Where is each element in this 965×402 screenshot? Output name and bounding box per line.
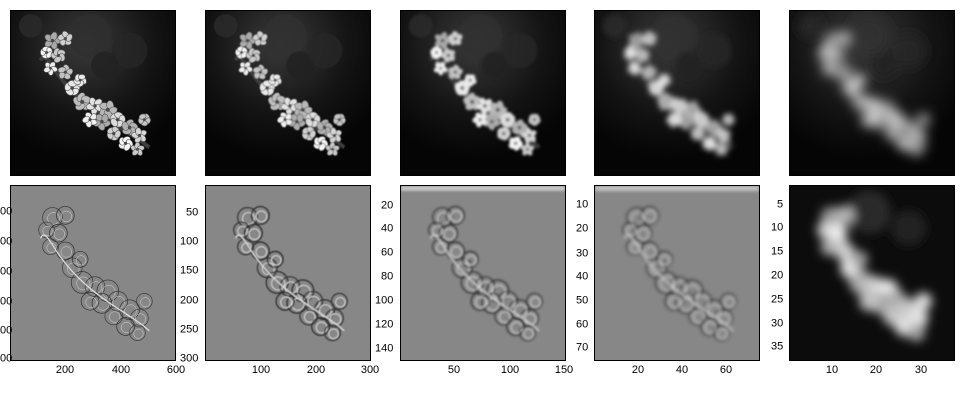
- x-tick-label: 60: [719, 364, 733, 376]
- y-tick-label: 00: [0, 265, 13, 278]
- x-tick-label: 10: [825, 364, 839, 376]
- x-tick-label: 40: [675, 364, 689, 376]
- y-tick-label: 50: [576, 294, 589, 307]
- flower-branch: [233, 30, 346, 156]
- y-tick-label: 300: [180, 352, 199, 365]
- flower-image: [790, 11, 954, 175]
- x-tick-label: 30: [914, 364, 928, 376]
- flower-image: [595, 11, 759, 175]
- y-tick-label: 80: [381, 270, 394, 283]
- image-background: [401, 186, 565, 360]
- detail-image: [790, 186, 954, 360]
- detail-image: [401, 186, 565, 360]
- y-tick-label: 50: [186, 206, 199, 219]
- flower-image: [401, 11, 565, 175]
- y-tick-label: 00: [0, 205, 13, 218]
- y-tick-label: 00: [0, 235, 13, 248]
- x-tick-label: 50: [447, 364, 461, 376]
- x-tick-label: 300: [360, 364, 380, 376]
- y-tick-label: 25: [771, 293, 784, 306]
- y-tick-label: 15: [771, 245, 784, 258]
- image-panel-bottom-5: [789, 185, 955, 361]
- y-tick-label: 30: [771, 317, 784, 330]
- detail-image: [595, 186, 759, 360]
- y-tick-label: 5: [777, 198, 784, 211]
- y-tick-label: 20: [576, 222, 589, 235]
- image-panel-bottom-2: [205, 185, 371, 361]
- image-panel-top-5: [789, 10, 955, 176]
- x-tick-label: 200: [55, 364, 75, 376]
- y-tick-label: 60: [576, 318, 589, 331]
- detail-image: [206, 186, 370, 360]
- flower-branch: [817, 31, 930, 156]
- image-panel-bottom-1: [10, 185, 176, 361]
- flower-branch: [428, 31, 541, 156]
- y-tick-label: 70: [576, 341, 589, 354]
- x-tick-label: 400: [111, 364, 131, 376]
- y-tick-label: 00: [0, 324, 13, 337]
- x-tick-label: 100: [251, 364, 271, 376]
- y-tick-label: 00: [0, 295, 13, 308]
- x-tick-label: 150: [554, 364, 574, 376]
- flower-image: [206, 11, 370, 175]
- x-tick-label: 200: [306, 364, 326, 376]
- image-background: [595, 186, 759, 360]
- image-background: [11, 186, 175, 360]
- flower-branch: [595, 186, 759, 342]
- y-tick-label: 100: [375, 294, 394, 307]
- x-tick-label: 20: [631, 364, 645, 376]
- y-tick-label: 00: [0, 352, 13, 365]
- flower-branch: [622, 31, 735, 156]
- x-tick-label: 20: [869, 364, 883, 376]
- image-background: [206, 186, 370, 360]
- y-tick-label: 150: [180, 264, 199, 277]
- y-tick-label: 120: [375, 318, 394, 331]
- y-tick-label: 60: [381, 246, 394, 259]
- image-panel-bottom-3: [400, 185, 566, 361]
- flower-branch: [816, 190, 933, 342]
- y-tick-label: 250: [180, 323, 199, 336]
- detail-image: [11, 186, 175, 360]
- x-tick-label: 600: [166, 364, 186, 376]
- flower-branch: [233, 205, 348, 342]
- y-tick-label: 200: [180, 294, 199, 307]
- y-tick-label: 20: [381, 199, 394, 212]
- x-tick-label: 100: [500, 364, 520, 376]
- y-tick-label: 10: [576, 198, 589, 211]
- y-tick-label: 100: [180, 235, 199, 248]
- y-tick-label: 30: [576, 247, 589, 260]
- flower-image: [11, 11, 175, 175]
- y-tick-label: 35: [771, 340, 784, 353]
- image-panel-top-2: [205, 10, 371, 176]
- y-tick-label: 40: [576, 270, 589, 283]
- flower-branch: [401, 186, 565, 342]
- y-tick-label: 140: [375, 342, 394, 355]
- image-panel-top-4: [594, 10, 760, 176]
- y-tick-label: 10: [771, 221, 784, 234]
- flower-branch: [38, 206, 153, 341]
- image-panel-top-3: [400, 10, 566, 176]
- image-panel-bottom-4: [594, 185, 760, 361]
- flower-branch: [38, 30, 151, 156]
- image-panel-top-1: [10, 10, 176, 176]
- y-tick-label: 20: [771, 269, 784, 282]
- y-tick-label: 40: [381, 222, 394, 235]
